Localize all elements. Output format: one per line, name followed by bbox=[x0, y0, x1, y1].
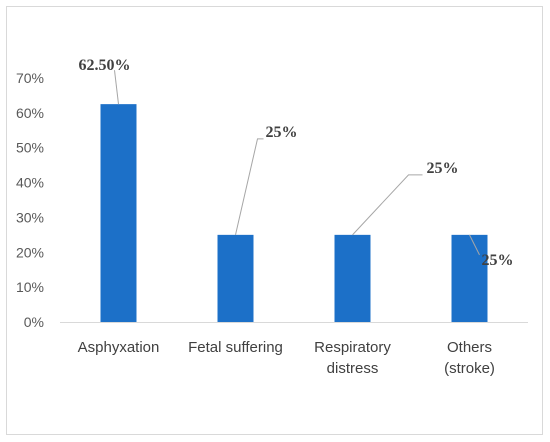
x-tick-label: Fetal suffering bbox=[188, 339, 283, 356]
x-tick-label: Respiratory distress bbox=[314, 339, 391, 377]
x-tick-label: Asphyxation bbox=[78, 339, 160, 356]
data-label: 25% bbox=[266, 124, 298, 141]
y-tick-label: 60% bbox=[16, 105, 44, 121]
y-tick-label: 70% bbox=[16, 70, 44, 86]
y-tick-label: 50% bbox=[16, 140, 44, 156]
leader-line bbox=[235, 138, 264, 235]
y-tick-label: 0% bbox=[24, 314, 44, 330]
y-tick-label: 40% bbox=[16, 175, 44, 191]
x-tick-label: Others (stroke) bbox=[444, 339, 495, 377]
y-tick-label: 10% bbox=[16, 279, 44, 295]
data-label: 62.50% bbox=[79, 57, 131, 74]
y-tick-label: 30% bbox=[16, 209, 44, 225]
chart-frame bbox=[6, 6, 543, 435]
bar bbox=[100, 104, 137, 323]
leader-line bbox=[352, 174, 423, 236]
data-label: 25% bbox=[427, 160, 459, 177]
bar bbox=[334, 234, 371, 322]
leader-line bbox=[114, 70, 119, 105]
bar bbox=[217, 234, 254, 322]
leader-line bbox=[469, 234, 480, 256]
y-tick-label: 20% bbox=[16, 244, 44, 260]
data-label: 25% bbox=[482, 252, 514, 269]
bar bbox=[451, 234, 488, 322]
